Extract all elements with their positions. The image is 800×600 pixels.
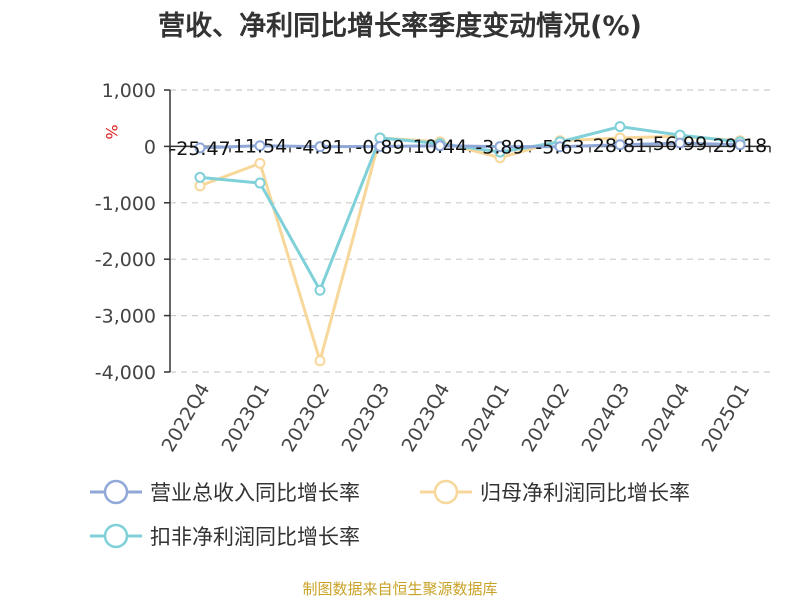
x-tick-label: 2022Q4 — [158, 380, 215, 456]
data-point-series-0 — [254, 140, 266, 152]
y-tick-label: -3,000 — [95, 306, 156, 328]
legend-item[interactable]: 扣非净利润同比增长率 — [90, 516, 360, 556]
data-point-series-1 — [314, 355, 326, 367]
data-label: 28.81 — [593, 135, 647, 157]
x-tick-label: 2024Q4 — [638, 380, 695, 456]
y-tick-label: 0 — [144, 136, 156, 158]
series-line-1 — [199, 134, 741, 363]
x-tick-label: 2024Q2 — [518, 380, 575, 456]
data-point-series-0 — [434, 140, 446, 152]
x-tick-label: 2023Q3 — [338, 380, 395, 456]
legend-label: 归母净利润同比增长率 — [480, 481, 690, 505]
data-point-series-0 — [194, 142, 206, 154]
data-point-series-0 — [314, 141, 326, 153]
data-point-series-1 — [254, 157, 266, 169]
data-point-series-2 — [254, 177, 266, 189]
x-tick-label: 2025Q1 — [698, 380, 755, 456]
chart-title: 营收、净利同比增长率季度变动情况(%) — [158, 11, 642, 42]
x-tick-label: 2024Q1 — [458, 380, 515, 456]
legend-label: 营业总收入同比增长率 — [150, 481, 360, 505]
data-label: -4.91 — [295, 137, 344, 159]
legend-item[interactable]: 归母净利润同比增长率 — [420, 472, 690, 512]
y-tick-label: 1,000 — [102, 80, 156, 102]
legend-item[interactable]: 营业总收入同比增长率 — [90, 472, 360, 512]
x-tick-label: 2023Q4 — [398, 380, 455, 456]
data-label: -25.47 — [169, 138, 230, 160]
x-tick-label: 2024Q3 — [578, 380, 635, 456]
data-point-series-0 — [734, 139, 746, 151]
data-label: -3.89 — [475, 137, 524, 159]
data-point-series-2 — [194, 171, 206, 183]
data-labels: -25.47 11.54 -4.91 -0.89 10.44 -3.89 -5.63 28.8… — [169, 133, 767, 160]
data-point-series-0 — [494, 141, 506, 153]
data-label: 11.54 — [233, 136, 287, 158]
data-point-series-0 — [554, 141, 566, 153]
series-lines — [194, 121, 746, 367]
y-tick-label: -2,000 — [95, 249, 156, 271]
data-point-series-2 — [614, 121, 626, 133]
series-line-0 — [199, 141, 741, 150]
series-line-2 — [199, 125, 741, 292]
legend-marker-icon — [420, 479, 472, 505]
data-label: -5.63 — [535, 137, 584, 159]
y-tick-label: -4,000 — [95, 362, 156, 384]
data-point-series-0 — [674, 137, 686, 149]
data-point-series-0 — [374, 140, 386, 152]
data-label: 29.18 — [713, 135, 767, 157]
data-label: -0.89 — [355, 136, 404, 158]
x-tick-label: 2023Q2 — [278, 380, 335, 456]
x-tick-label: 2023Q1 — [218, 380, 275, 456]
source-note: 制图数据来自恒生聚源数据库 — [302, 580, 498, 598]
data-point-series-0 — [614, 139, 626, 151]
legend-marker-icon — [90, 479, 142, 505]
data-point-series-2 — [314, 284, 326, 296]
y-axis-label: % — [102, 124, 121, 139]
y-tick-label: -1,000 — [95, 193, 156, 215]
data-label: 10.44 — [413, 136, 467, 158]
data-label: 56.99 — [653, 133, 707, 155]
legend-marker-icon — [90, 523, 142, 549]
legend-label: 扣非净利润同比增长率 — [150, 525, 360, 549]
